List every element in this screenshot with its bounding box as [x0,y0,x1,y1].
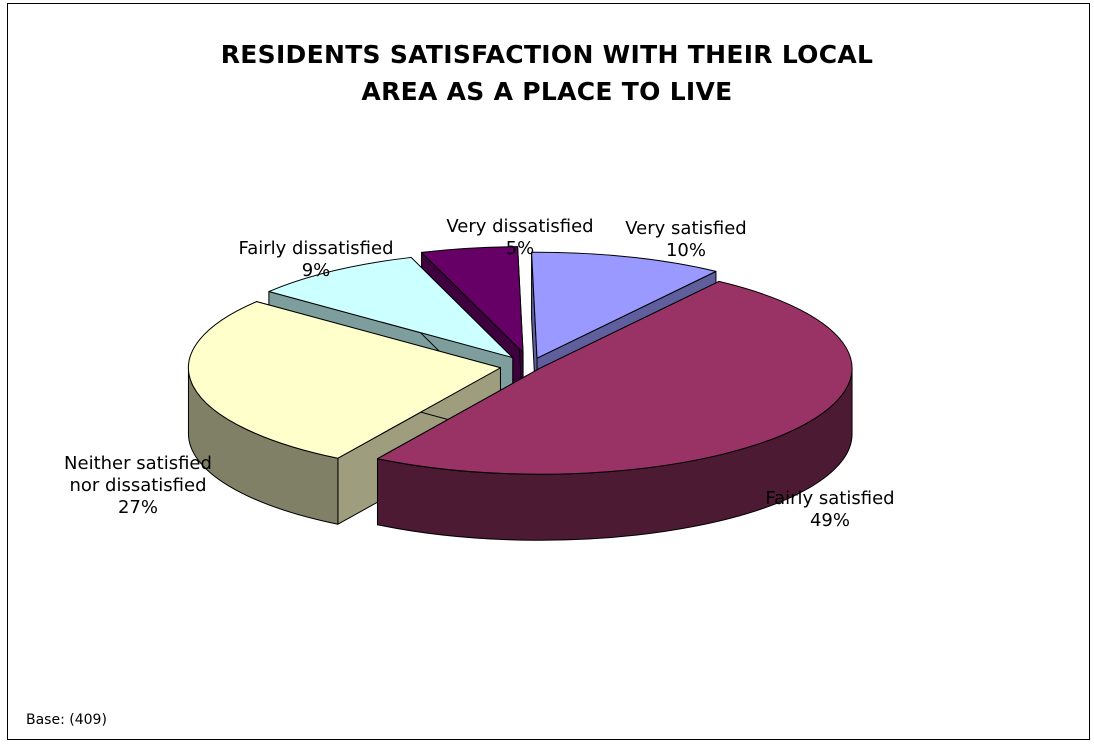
pie-slice-2-top [187,301,501,459]
pie-slice-1-top [376,280,853,475]
base-footnote: Base: (409) [26,712,107,728]
pie-label-2: Neither satisfied nor dissatisfied 27% [64,453,212,518]
pie-slice-1 [376,280,853,541]
pie-label-0: Very satisfied 10% [625,218,746,261]
pie-label-3: Fairly dissatisfied 9% [239,238,394,281]
pie-slice-3-top [268,256,514,359]
chart-title-line-1: RESIDENTS SATISFACTION WITH THEIR LOCAL [220,40,874,69]
pie-label-1: Fairly satisfied 49% [765,488,894,531]
chart-title-line-2: AREA AS A PLACE TO LIVE [361,77,733,106]
pie-label-4: Very dissatisfied 5% [446,216,593,259]
pie-slice-4-top [420,246,524,354]
pie-slice-0-top [531,251,717,359]
